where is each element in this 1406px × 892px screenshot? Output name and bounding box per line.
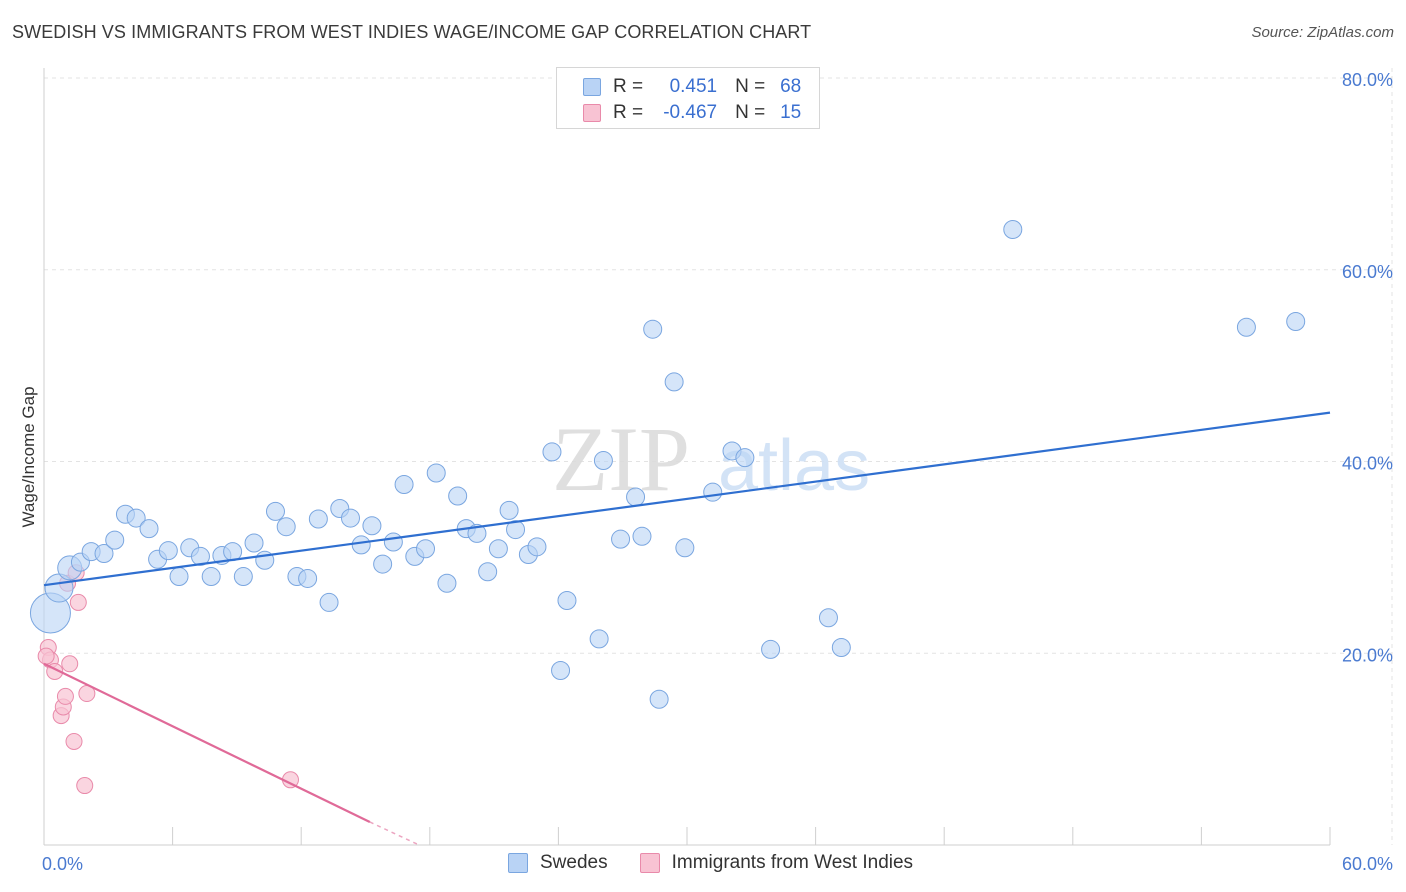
swedes-points <box>29 219 1306 709</box>
data-point-swedes <box>448 486 468 506</box>
data-point-swedes <box>1286 312 1306 332</box>
watermark: ZIP atlas <box>552 408 870 510</box>
data-point-swedes <box>244 533 264 553</box>
data-point-swedes <box>362 516 382 536</box>
data-point-swedes <box>1236 317 1256 337</box>
tick-labels: 20.0% 40.0% 60.0% 80.0% 0.0% 60.0% <box>42 70 1393 874</box>
data-point-swedes <box>478 562 498 582</box>
y-tick-label: 80.0% <box>1342 70 1393 90</box>
legend-r-value: 0.451 <box>669 76 718 97</box>
legend-item-swedes: Swedes <box>508 852 608 874</box>
data-point-swedes <box>201 567 221 587</box>
legend-n-label: N = <box>735 76 766 97</box>
x-tick-label: 60.0% <box>1342 854 1393 874</box>
legend-label-swedes: Swedes <box>540 852 608 873</box>
data-point-swedes <box>190 546 210 566</box>
y-axis-label: Wage/Income Gap <box>19 386 38 527</box>
data-point-swedes <box>308 509 328 529</box>
legend-item-west-indies: Immigrants from West Indies <box>639 852 914 874</box>
data-point-swedes <box>416 539 436 559</box>
data-point-swedes <box>499 500 519 520</box>
data-point-swedes <box>593 451 613 471</box>
data-point-west-indies <box>61 655 79 673</box>
y-tick-label: 20.0% <box>1342 645 1393 665</box>
trend-lines <box>43 411 1331 846</box>
data-point-swedes <box>488 539 508 559</box>
data-point-swedes <box>340 508 360 528</box>
data-point-west-indies <box>65 732 83 750</box>
y-tick-label: 60.0% <box>1342 262 1393 282</box>
data-point-swedes <box>632 526 652 546</box>
data-point-swedes <box>94 544 114 564</box>
swedes-swatch <box>508 853 528 873</box>
legend-row-swedes: R = 0.451 N = 68 <box>583 74 801 100</box>
data-point-swedes <box>649 689 669 709</box>
data-point-swedes <box>551 661 571 681</box>
data-point-swedes <box>542 442 562 462</box>
data-point-swedes <box>589 629 609 649</box>
grid-lines <box>44 68 1393 845</box>
data-point-swedes <box>506 520 526 540</box>
legend-r-label: R = <box>613 76 644 97</box>
data-point-swedes <box>265 501 285 521</box>
data-point-west-indies <box>37 647 55 665</box>
data-point-swedes <box>611 529 631 549</box>
chart-title: SWEDISH VS IMMIGRANTS FROM WEST INDIES W… <box>12 22 812 42</box>
data-point-swedes <box>527 537 547 557</box>
data-point-west-indies <box>56 687 74 705</box>
legend-label-west-indies: Immigrants from West Indies <box>671 852 914 873</box>
watermark-zip: ZIP <box>552 408 690 510</box>
legend-n-value: 15 <box>780 102 802 123</box>
data-point-swedes <box>383 532 403 552</box>
axes <box>43 68 1331 846</box>
y-tick-label: 40.0% <box>1342 454 1393 474</box>
data-point-swedes <box>373 554 393 574</box>
data-point-swedes <box>1003 219 1023 239</box>
data-point-swedes <box>437 573 457 593</box>
data-point-swedes <box>426 463 446 483</box>
data-point-swedes <box>139 519 159 539</box>
data-point-swedes <box>351 535 371 555</box>
data-point-swedes <box>626 487 646 507</box>
data-point-swedes <box>664 372 684 392</box>
legend-r-label: R = <box>613 102 644 123</box>
west-indies-trend-line <box>43 662 371 823</box>
source-label: Source: ZipAtlas.com <box>1251 24 1394 41</box>
data-point-swedes <box>703 482 723 502</box>
data-point-swedes <box>675 538 695 558</box>
swedes-trend-line <box>43 411 1331 587</box>
data-point-swedes <box>276 517 296 537</box>
data-point-west-indies <box>69 593 87 611</box>
legend-n-label: N = <box>735 102 766 123</box>
data-point-swedes <box>643 319 663 339</box>
west-indies-swatch <box>583 104 601 122</box>
data-point-swedes <box>105 530 125 550</box>
data-point-swedes <box>169 567 189 587</box>
data-point-swedes <box>394 475 414 495</box>
legend-r-value: -0.467 <box>663 102 718 123</box>
data-point-swedes <box>126 508 146 528</box>
data-point-swedes <box>735 448 755 468</box>
data-point-swedes <box>818 608 838 628</box>
series-legend: Swedes Immigrants from West Indies <box>508 852 945 874</box>
west-indies-swatch <box>639 853 660 873</box>
data-point-swedes <box>158 541 178 561</box>
data-point-swedes <box>233 567 253 587</box>
swedes-swatch <box>583 78 601 96</box>
data-point-swedes <box>319 592 339 612</box>
data-point-west-indies <box>76 777 94 795</box>
legend-n-value: 68 <box>780 76 802 97</box>
x-tick-label: 0.0% <box>42 854 83 874</box>
west-indies-trend-extension <box>369 821 420 846</box>
data-point-swedes <box>298 568 318 588</box>
data-point-swedes <box>467 523 487 543</box>
data-point-swedes <box>557 591 577 611</box>
data-point-swedes <box>761 639 781 659</box>
legend-row-west-indies: R = -0.467 N = 15 <box>583 100 801 126</box>
data-point-swedes <box>831 637 851 657</box>
correlation-legend: R = 0.451 N = 68 R = -0.467 N = 15 <box>556 67 820 129</box>
